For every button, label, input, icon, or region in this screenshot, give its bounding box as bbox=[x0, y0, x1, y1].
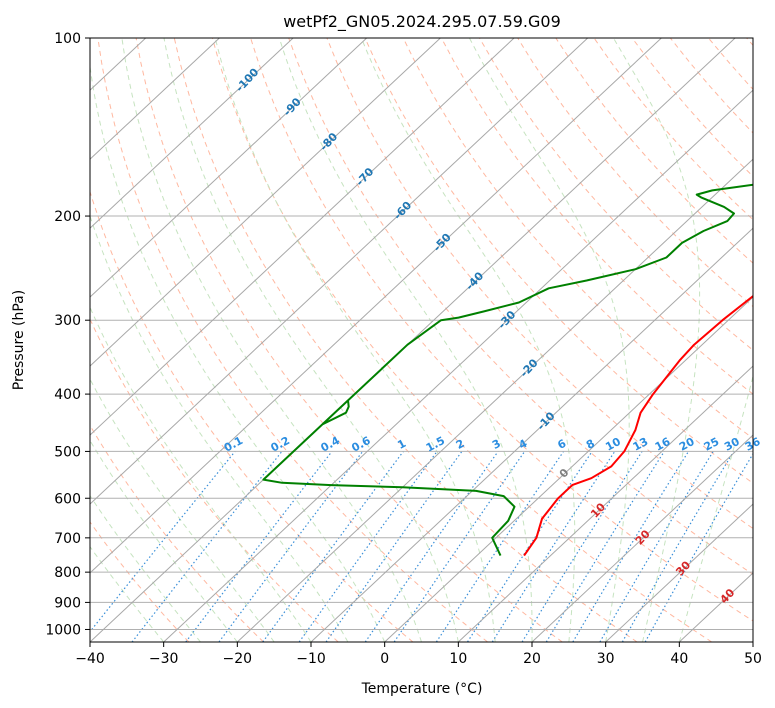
isotherm-line bbox=[90, 38, 294, 229]
mixing-ratio-label: 25 bbox=[702, 435, 722, 454]
y-tick-label: 400 bbox=[54, 387, 81, 403]
y-tick-label: 200 bbox=[54, 209, 81, 225]
isotherm-line bbox=[605, 503, 753, 642]
moist-adiabat-line bbox=[163, 38, 459, 642]
isotherm-line bbox=[90, 38, 662, 574]
x-tick-label: 50 bbox=[744, 651, 762, 667]
isotherm-line bbox=[531, 434, 753, 642]
isotherm-line bbox=[90, 38, 441, 367]
dry-adiabat-line bbox=[173, 38, 638, 642]
moist-adiabat-line bbox=[468, 38, 630, 642]
dry-adiabat-line bbox=[250, 38, 753, 622]
moist-adiabat-line bbox=[90, 214, 349, 642]
y-tick-label: 500 bbox=[54, 444, 81, 460]
mixing-ratio-line bbox=[185, 451, 333, 642]
x-tick-label: 20 bbox=[523, 651, 541, 667]
isotherm-line bbox=[90, 38, 368, 298]
x-tick-label: −40 bbox=[75, 651, 105, 667]
profile-lines bbox=[262, 183, 753, 557]
mixing-ratio-line bbox=[262, 451, 404, 642]
x-axis-ticks: −40 −30 −20 −10 0 10 20 30 40 50 bbox=[75, 642, 762, 667]
dry-adiabat-line bbox=[211, 38, 712, 642]
isotherm-gridlines bbox=[90, 38, 753, 642]
mixing-ratio-line bbox=[218, 451, 364, 642]
isotherm-line bbox=[90, 38, 589, 505]
dewpoint-profile-line bbox=[262, 183, 753, 557]
moist-adiabats bbox=[90, 38, 753, 642]
x-tick-label: −30 bbox=[149, 651, 179, 667]
y-tick-label: 100 bbox=[54, 31, 81, 47]
mixing-ratio-line bbox=[572, 451, 690, 642]
y-tick-label: 600 bbox=[54, 491, 81, 507]
mixing-ratio-label: 13 bbox=[631, 435, 651, 454]
mixing-ratio-line bbox=[545, 451, 665, 642]
dry-adiabat-line bbox=[479, 38, 753, 351]
moist-adiabat-line bbox=[90, 305, 312, 642]
temperature-profile-line bbox=[523, 294, 753, 557]
isotherm-line bbox=[236, 158, 753, 642]
isotherm-line bbox=[384, 296, 753, 642]
y-tick-label: 900 bbox=[54, 595, 81, 611]
moist-adiabat-line bbox=[121, 38, 422, 642]
chart-title: wetPf2_GN05.2024.295.07.59.G09 bbox=[283, 12, 561, 32]
mixing-ratio-label: 20 bbox=[677, 435, 697, 454]
x-tick-label: 10 bbox=[449, 651, 467, 667]
isotherm-line bbox=[90, 38, 515, 436]
moist-adiabat-line bbox=[90, 63, 386, 642]
isotherm-line bbox=[310, 227, 753, 642]
mixing-ratio-line bbox=[435, 451, 564, 642]
mixing-ratio-line bbox=[364, 451, 499, 642]
isotherm-line bbox=[90, 38, 220, 160]
dry-adiabat-line bbox=[97, 38, 488, 642]
y-tick-label: 1000 bbox=[45, 622, 81, 638]
isobar-gridlines bbox=[90, 38, 753, 630]
y-axis-label: Pressure (hPa) bbox=[11, 290, 27, 390]
mixing-ratio-line bbox=[466, 451, 593, 642]
x-tick-label: 0 bbox=[380, 651, 389, 667]
mixing-ratio-line bbox=[90, 451, 236, 633]
mixing-ratio-label: 10 bbox=[603, 435, 623, 454]
moist-adiabat-line bbox=[278, 38, 533, 642]
moist-adiabat-line bbox=[214, 38, 496, 642]
isotherm-line bbox=[457, 365, 753, 642]
y-axis-ticks: 1000 900 800 700 600 500 400 300 200 100 bbox=[45, 31, 90, 638]
dry-adiabat-line bbox=[90, 521, 190, 642]
y-tick-label: 800 bbox=[54, 565, 81, 581]
mixing-ratio-label: 30 bbox=[722, 435, 742, 454]
mixing-ratio-label: 16 bbox=[653, 435, 673, 454]
dry-adiabat-line bbox=[440, 38, 753, 395]
isotherm-line bbox=[163, 89, 753, 642]
y-tick-label: 700 bbox=[54, 531, 81, 547]
x-tick-label: 30 bbox=[597, 651, 615, 667]
y-tick-label: 300 bbox=[54, 313, 81, 329]
x-axis-label: Temperature (°C) bbox=[361, 681, 483, 697]
dry-adiabat-line bbox=[288, 38, 753, 575]
plot-frame bbox=[89, 37, 754, 643]
x-tick-label: −20 bbox=[223, 651, 253, 667]
mixing-ratio-line bbox=[298, 451, 438, 642]
x-tick-label: 40 bbox=[670, 651, 688, 667]
plot-area bbox=[90, 38, 753, 642]
mixing-ratio-line bbox=[325, 451, 463, 642]
moist-adiabat-line bbox=[360, 38, 576, 642]
x-tick-label: −10 bbox=[296, 651, 326, 667]
